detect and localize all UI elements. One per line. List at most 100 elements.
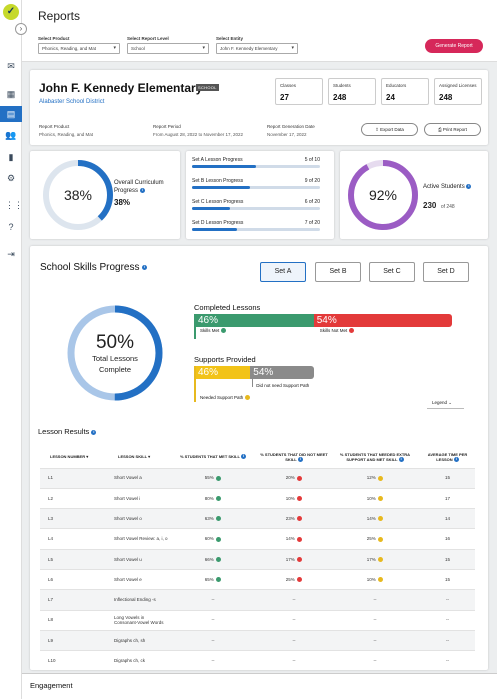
skills-progress-title: School Skills Progress i [40, 262, 148, 273]
check-icon [216, 475, 222, 481]
logo: ✓ [3, 4, 19, 20]
extra-support-value: -- [373, 637, 377, 643]
met-skill-value: -- [211, 617, 215, 623]
x-icon [297, 496, 303, 501]
lesson-skill: Short Vowel u [108, 548, 168, 570]
lesson-skill: Short Vowel Review: a, i, o [108, 528, 168, 550]
lesson-number-value: L1 [48, 475, 54, 481]
not-needed-support-caption: Did not need Support Path [256, 383, 310, 388]
not-met-skill-value: 25% [285, 576, 295, 582]
avg-time: 15 [420, 568, 475, 590]
lesson-skill-value: Digraphs ch, sh [114, 637, 146, 643]
help-icon[interactable]: ? [8, 222, 14, 232]
met-skill-value: 65% [204, 576, 214, 582]
lesson-number-value: L10 [48, 658, 56, 664]
lessons-donut-percent: 50% [96, 332, 134, 353]
check-icon [216, 577, 222, 583]
set-c-progress-fill [192, 207, 231, 210]
not-needed-support-bar [250, 366, 314, 379]
not-met-skill-value: -- [292, 637, 296, 643]
info-icon[interactable]: i [466, 184, 472, 189]
info-icon[interactable]: i [91, 429, 97, 435]
lesson-number-value: L5 [48, 556, 54, 562]
not-met-skill: 17% [258, 548, 330, 570]
extra-support-value: 12% [366, 475, 376, 481]
avg-time: 16 [420, 528, 475, 550]
check-icon [216, 556, 222, 562]
active-students-donut: 92% [348, 160, 418, 230]
met-skill: 55% [168, 467, 258, 489]
avg-time: -- [420, 589, 475, 611]
info-icon[interactable]: i [453, 456, 459, 462]
set-b-progress-fill [192, 186, 250, 189]
active-students-card: 92% Active Students i 230 of 248 [340, 151, 488, 239]
extra-support: -- [330, 609, 420, 631]
settings-icon[interactable]: ⚙ [6, 173, 16, 183]
district-link[interactable]: Alabaster School District [39, 99, 105, 105]
lesson-skill: Short Vowel i [108, 487, 168, 509]
lesson-number: L3 [40, 508, 108, 529]
mail-icon[interactable]: ✉ [7, 61, 15, 71]
apps-icon[interactable]: ⋮⋮ [5, 200, 23, 210]
info-icon[interactable]: i [142, 264, 148, 270]
collapse-sidebar-button[interactable]: › [15, 23, 27, 35]
dashboard-icon[interactable]: ▦ [6, 89, 16, 99]
tab-set-c[interactable]: Set C [369, 262, 415, 282]
lesson-number: L1 [40, 467, 108, 489]
extra-support: 10% [330, 568, 420, 590]
met-skill-value: 55% [204, 475, 214, 481]
support-icon [378, 475, 384, 481]
tab-set-d[interactable]: Set D [423, 262, 469, 282]
info-icon[interactable]: i [240, 454, 246, 460]
users-icon[interactable]: 👥 [5, 130, 17, 140]
stat-students: Students 248 [328, 78, 376, 105]
extra-support: 25% [330, 528, 420, 550]
legend-dropdown[interactable]: Legend ⌄ [427, 397, 464, 409]
lesson-skill: Inflectional Ending -s [108, 589, 168, 611]
lesson-skill: Digraphs ch, ck [108, 650, 168, 671]
page-title: Reports [38, 9, 81, 23]
info-icon[interactable]: i [297, 456, 303, 462]
print-report-button[interactable]: ⎙ Print Report [424, 123, 481, 136]
header: Reports Select Product Phonics, Reading,… [22, 0, 497, 62]
generate-report-button[interactable]: Generate Report [425, 39, 483, 53]
lesson-results-title: Lesson Results i [38, 427, 97, 436]
logout-icon[interactable]: ⇥ [7, 249, 15, 259]
support-icon [378, 496, 384, 501]
lesson-skill-value: Inflectional Ending -s [114, 597, 156, 603]
extra-support-value: -- [373, 658, 377, 664]
export-icon: ⇪ [375, 127, 381, 132]
tab-set-b[interactable]: Set B [315, 262, 361, 282]
info-icon[interactable]: i [398, 456, 404, 462]
met-skill: -- [168, 650, 258, 671]
tab-set-a[interactable]: Set A [260, 262, 306, 282]
info-icon[interactable]: i [139, 187, 145, 193]
overall-donut-label: 38% [64, 187, 92, 203]
level-filter-label: Select Report Level [127, 36, 169, 41]
completed-marker [194, 314, 196, 339]
check-icon [216, 496, 222, 501]
col-lesson-skill[interactable]: Lesson Skill ▾ [118, 454, 151, 460]
lesson-skill: Long Vowels in Consonant-Vowel Words [108, 609, 168, 631]
not-met-skill: -- [258, 629, 330, 651]
product-select[interactable]: Phonics, Reading, and Mat ▾ [38, 43, 120, 54]
report-period: Report Period From August 28, 2022 to Nov… [153, 124, 244, 137]
met-skill-value: 66% [204, 556, 214, 562]
col-lesson-number[interactable]: Lesson Number ▾ [50, 454, 89, 460]
table-header-row: Lesson Number ▾ Lesson Skill ▾ % Student… [40, 446, 475, 468]
level-select[interactable]: School ▾ [127, 43, 209, 54]
extra-support-value: 10% [366, 576, 376, 582]
entity-select[interactable]: John F. Kennedy Elementary ▾ [216, 43, 298, 54]
chevron-down-icon: ▾ [113, 45, 116, 51]
lesson-number-value: L2 [48, 495, 54, 501]
export-data-button[interactable]: ⇪ Export Data [361, 123, 418, 136]
avg-time-value: 16 [444, 536, 450, 542]
skills-not-met-caption: Skills Not Met [320, 328, 354, 334]
lesson-number: L9 [40, 629, 108, 651]
extra-support-value: 14% [366, 515, 376, 521]
overall-progress-value: 38% [114, 198, 131, 207]
lesson-skill-value: Short Vowel e [114, 576, 142, 582]
reports-icon[interactable]: ▤ [6, 109, 16, 119]
skills-met-bar [196, 314, 314, 327]
document-icon[interactable]: ▮ [8, 152, 14, 162]
